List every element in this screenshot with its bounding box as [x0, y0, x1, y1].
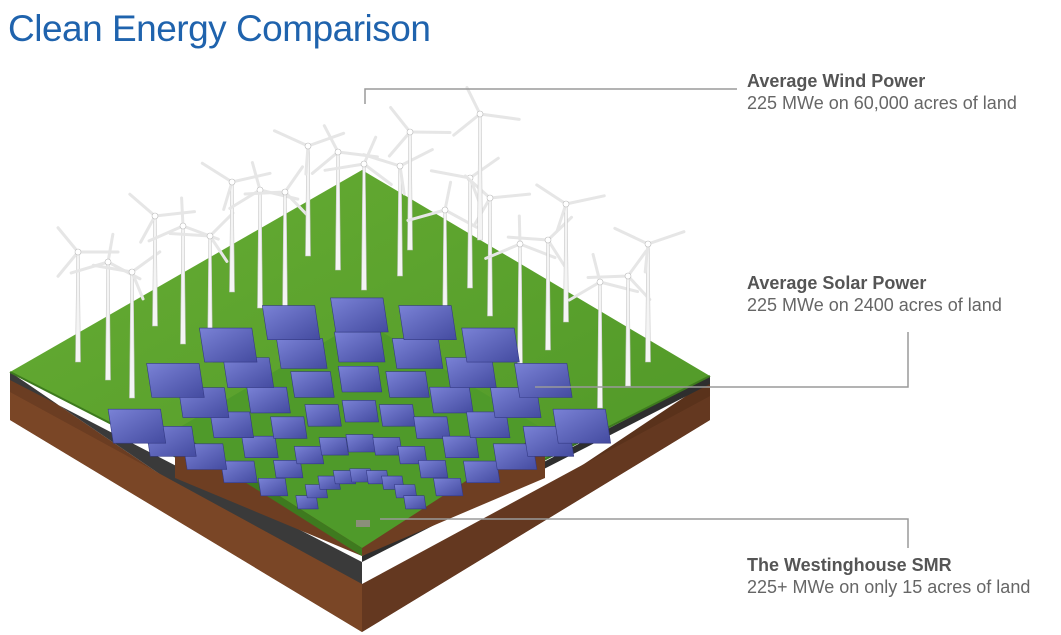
solar-panel-icon: [290, 371, 335, 398]
solar-panel-icon: [334, 331, 386, 363]
solar-panel-icon: [514, 363, 573, 398]
wind-turbine-icon: [429, 156, 500, 289]
solar-detail: 225 MWe on 2400 acres of land: [747, 295, 1002, 315]
solar-panel-icon: [241, 435, 279, 459]
solar-panel-icon: [246, 386, 291, 414]
solar-panel-icon: [418, 460, 449, 479]
solar-panel-icon: [552, 408, 612, 444]
solar-panel-icon: [385, 371, 430, 398]
wind-heading: Average Wind Power: [747, 71, 926, 91]
smr-leader-line: [380, 518, 909, 548]
page-title: Clean Energy Comparison: [8, 8, 431, 49]
solar-panels: [107, 297, 612, 510]
leader-lines: [364, 88, 909, 548]
solar-panel-icon: [261, 305, 321, 340]
solar-panel-icon: [330, 297, 389, 333]
wind-turbine-icon: [243, 165, 309, 319]
solar-panel-icon: [403, 495, 427, 510]
solar-panel-icon: [461, 327, 520, 363]
solar-panel-icon: [318, 437, 349, 456]
solar-panel-icon: [293, 446, 325, 465]
wind-turbine-icon: [56, 226, 120, 363]
wind-turbine-icon: [452, 86, 521, 241]
solar-panel-icon: [209, 411, 254, 438]
solar-panel-icon: [398, 305, 457, 340]
solar-panel-icon: [429, 386, 474, 414]
wind-turbines: [56, 86, 686, 409]
wind-turbine-icon: [535, 183, 606, 323]
solar-panel-icon: [442, 435, 480, 459]
solar-callout: Average Solar Power 225 MWe on 2400 acre…: [747, 272, 1002, 316]
solar-panel-icon: [107, 408, 167, 444]
wind-turbine-icon: [613, 226, 686, 363]
wind-turbine-icon: [91, 250, 162, 399]
solar-panel-icon: [341, 400, 379, 423]
wind-turbine-icon: [323, 135, 393, 291]
solar-panel-icon: [304, 404, 342, 427]
solar-panel-icon: [276, 338, 328, 369]
wind-turbine-icon: [272, 129, 346, 257]
wind-callout: Average Wind Power 225 MWe on 60,000 acr…: [747, 70, 1017, 114]
smr-building-icon: [356, 520, 370, 527]
wind-turbine-icon: [406, 180, 479, 337]
solar-panel-icon: [463, 460, 501, 483]
solar-panel-icon: [378, 404, 417, 427]
wind-turbine-icon: [128, 192, 197, 327]
solar-panel-icon: [397, 446, 428, 465]
smr-heading: The Westinghouse SMR: [747, 555, 952, 575]
solar-panel-icon: [199, 327, 258, 363]
smr-detail: 225+ MWe on only 15 acres of land: [747, 577, 1031, 597]
solar-panel-icon: [391, 338, 444, 369]
wind-turbine-icon: [361, 148, 434, 277]
wind-turbine-icon: [567, 252, 640, 409]
solar-panel-icon: [345, 434, 376, 453]
solar-panel-icon: [257, 478, 289, 497]
solar-panel-icon: [270, 416, 308, 439]
solar-panel-icon: [146, 363, 205, 398]
smr-callout: The Westinghouse SMR 225+ MWe on only 15…: [747, 554, 1030, 598]
solar-panel-icon: [222, 357, 275, 388]
solar-panel-icon: [433, 478, 464, 497]
solar-panel-icon: [413, 416, 451, 439]
solar-heading: Average Solar Power: [747, 273, 927, 293]
solar-panel-icon: [372, 437, 403, 456]
wind-detail: 225 MWe on 60,000 acres of land: [747, 93, 1017, 113]
solar-leader-line: [535, 332, 909, 388]
smr-site: [356, 520, 370, 527]
wind-leader-line: [364, 88, 737, 104]
solar-panel-icon: [337, 365, 383, 393]
